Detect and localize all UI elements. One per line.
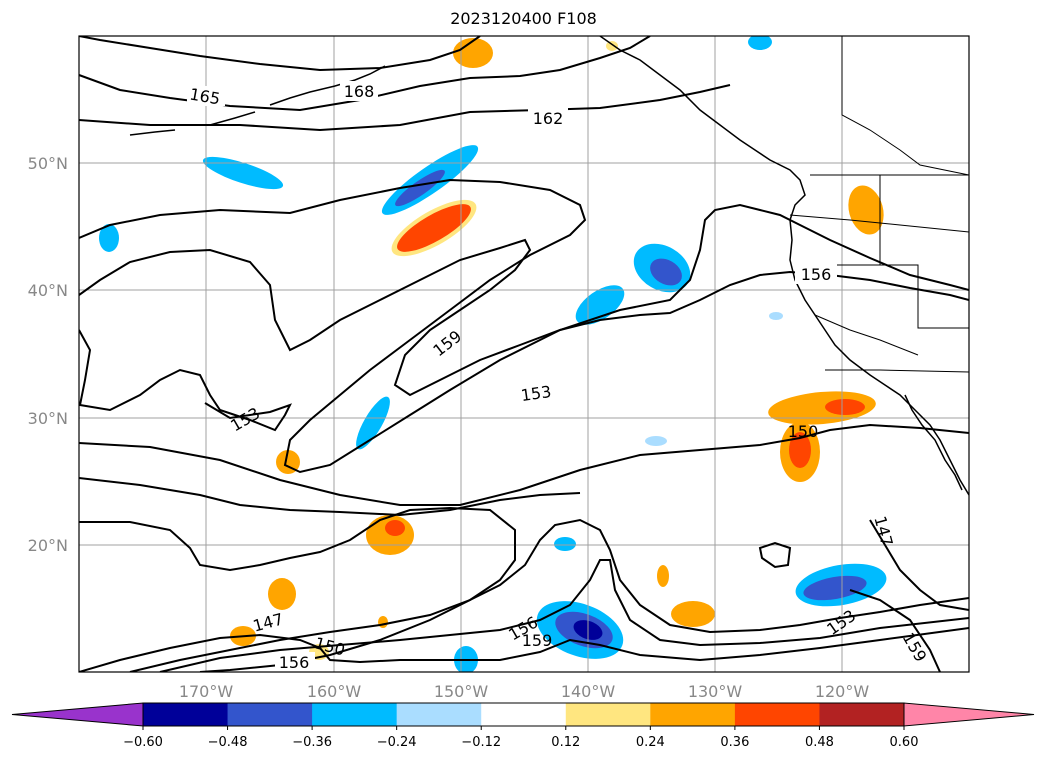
colorbar-tick-label: 0.24 [636,735,665,750]
lon-label-130w: 130°W [688,682,743,701]
contour-label: 153 [520,382,553,405]
contour-label: 168 [344,82,375,101]
map-title: 2023120400 F108 [450,9,597,28]
lon-label-120w: 120°W [815,682,870,701]
positive-anomaly-region [657,565,669,587]
coastlines [129,36,969,496]
colorbar-tick-label: 0.12 [551,735,580,750]
negative-anomaly-region [769,312,783,320]
lat-label-50n: 50°N [28,154,68,173]
negative-anomaly-region [748,36,772,50]
borders [789,36,969,373]
negative-anomaly-region [202,156,284,190]
colorbar-segment [481,703,567,726]
colorbar-tick-label: 0.36 [720,735,749,750]
positive-anomaly-region [606,41,618,51]
colorbar-tick-label: 0.48 [805,735,834,750]
lat-label-20n: 20°N [28,536,68,555]
lon-label-140w: 140°W [561,682,616,701]
negative-anomaly-region [645,436,667,446]
negative-anomaly-region [803,575,867,601]
contour-label: 156 [801,265,832,284]
positive-anomaly-region [397,204,471,252]
colorbar-segment [819,703,905,726]
plot-frame [78,35,970,673]
negative-anomaly-region [650,258,682,286]
colorbar: −0.60 −0.48 −0.36 −0.24 −0.12 0.12 0.24 0.36 0.4… [11,702,1035,750]
longitude-labels: 170°W 160°W 150°W 140°W 130°W 120°W [179,682,870,701]
colorbar-segment [396,703,482,726]
contour-label: 156 [279,653,310,672]
colorbar-segment [312,703,398,726]
negative-anomaly-region [395,169,445,207]
colorbar-tick-label: −0.36 [292,735,332,750]
contour-label: 150 [788,422,819,441]
colorbar-segment [734,703,820,726]
colorbar-segment [143,703,229,726]
colorbar-tick-label: −0.24 [377,735,417,750]
colorbar-segment [650,703,736,726]
latitude-labels: 50°N 40°N 30°N 20°N [28,154,68,555]
lon-label-150w: 150°W [434,682,489,701]
positive-anomaly-region [378,616,388,628]
contour-label: 162 [533,109,564,128]
colorbar-segment [565,703,651,726]
contour-label: 159 [522,631,553,650]
colorbar-tick-label: −0.12 [461,735,501,750]
lat-label-40n: 40°N [28,281,68,300]
colorbar-tick-label: 0.60 [890,735,919,750]
colorbar-frame [142,702,905,727]
negative-anomaly-region [99,224,119,252]
height-contours [79,36,969,672]
positive-anomaly-region [276,450,300,474]
colorbar-tick-label: −0.60 [123,735,163,750]
positive-anomaly-region [825,399,865,415]
positive-anomaly-region [671,601,715,627]
positive-anomaly-region [268,578,296,610]
positive-anomaly-region [385,520,405,536]
positive-anomaly-region [789,432,811,468]
lon-label-170w: 170°W [179,682,234,701]
lat-label-30n: 30°N [28,409,68,428]
positive-anomaly-region [366,515,414,555]
positive-anomaly-region [453,38,493,68]
colorbar-segment [227,703,313,726]
colorbar-tick-label: −0.48 [208,735,248,750]
lon-label-160w: 160°W [307,682,362,701]
negative-anomaly-region [554,537,576,551]
colorbar-extension-high [903,702,1035,727]
negative-anomaly-region [356,396,390,450]
colorbar-extension-low [11,702,144,727]
